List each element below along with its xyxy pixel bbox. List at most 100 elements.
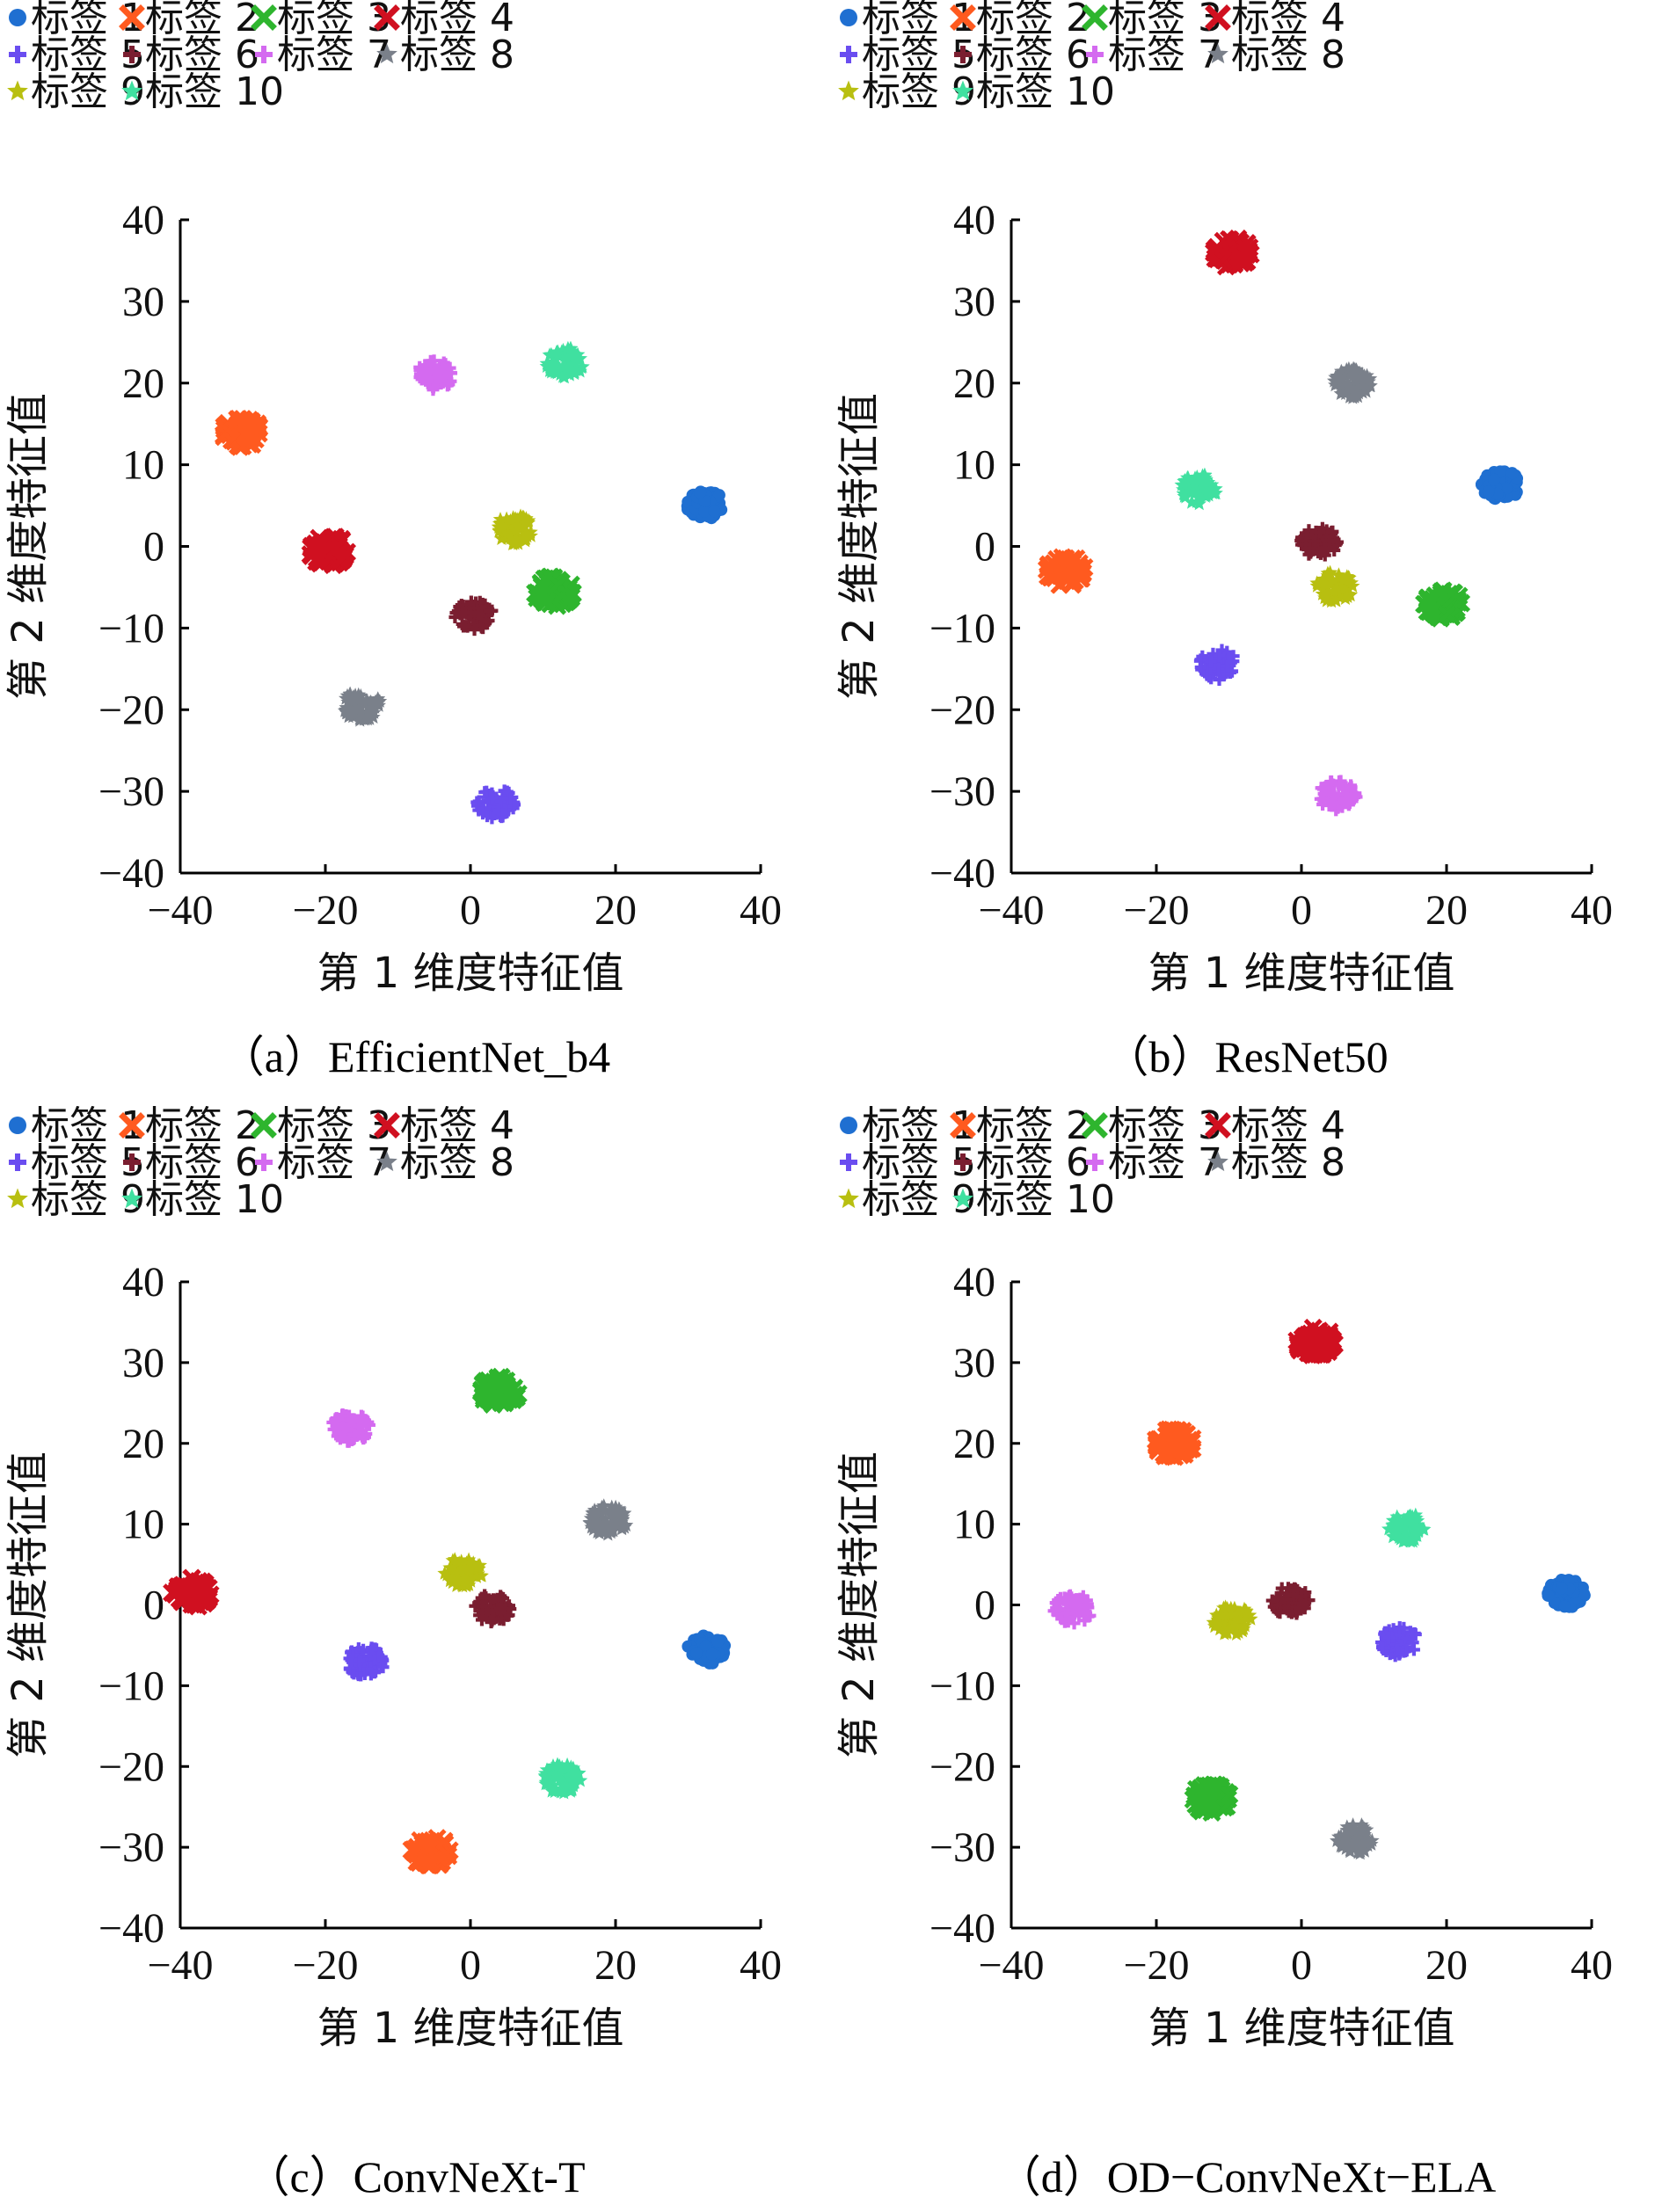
legend-item: 标签 4: [374, 0, 514, 40]
chart-caption: （c）ConvNeXt-T: [245, 2152, 586, 2201]
chart-caption: （d）OD−ConvNeXt−ELA: [996, 2152, 1497, 2201]
cluster-2: [1146, 1420, 1202, 1466]
y-tick-label: −30: [929, 1824, 995, 1871]
y-tick-label: 10: [953, 442, 995, 489]
legend: 标签 1 标签 2 标签 3 标签 4标签 5 标签 6 标签 7 标签 8标签 9 标签 1…: [7, 1106, 514, 1222]
legend-item: 标签 6: [123, 33, 259, 77]
legend-marker: [954, 46, 972, 63]
x-axis-title: 第 1 维度特征值: [317, 949, 623, 998]
cluster-4: [163, 1568, 220, 1616]
y-tick-label: −20: [98, 1743, 164, 1790]
x-tick-label: −40: [978, 887, 1044, 934]
cluster-3: [471, 1367, 528, 1414]
legend-label: 标签 6: [145, 33, 259, 77]
legend-marker: [251, 1112, 277, 1139]
y-axis-title: 第 2 维度特征值: [4, 393, 53, 700]
legend-label: 标签 8: [400, 1140, 514, 1185]
axes: 40 30 20 10 0 −10 −20 −30 −40−40 −20 0 20 40: [929, 197, 1613, 934]
y-tick-label: 20: [953, 1421, 995, 1467]
cluster-7: [1047, 1589, 1097, 1630]
legend-item: 标签 8: [1207, 33, 1345, 77]
legend: 标签 1 标签 2 标签 3 标签 4标签 5 标签 6 标签 7 标签 8标签 9 标签 1…: [7, 0, 514, 114]
y-tick-label: −10: [929, 605, 995, 651]
legend-item: 标签 3: [1082, 0, 1222, 40]
cluster-5: [470, 784, 521, 825]
x-tick-label: 40: [740, 887, 782, 934]
y-tick-label: 0: [974, 1583, 995, 1629]
cluster-9: [1206, 1599, 1258, 1641]
cluster-3: [1415, 581, 1471, 628]
legend-marker: [251, 4, 277, 31]
legend-label: 标签 8: [1231, 1140, 1345, 1185]
cluster-7: [326, 1408, 375, 1448]
legend-item: 标签 8: [376, 33, 514, 77]
legend-marker: [9, 46, 26, 63]
y-tick-label: 20: [953, 360, 995, 407]
legend-item: 标签 10: [121, 69, 284, 114]
x-axis-title: 第 1 维度特征值: [1148, 949, 1454, 998]
cluster-8: [337, 686, 388, 727]
legend-marker: [838, 80, 859, 101]
legend-marker: [952, 1188, 973, 1209]
legend-label: 标签 2: [976, 1106, 1090, 1148]
y-tick-label: −10: [929, 1663, 995, 1709]
legend-label: 标签 2: [145, 1106, 259, 1148]
legend-label: 标签 2: [145, 0, 259, 40]
legend-item: 标签 9: [7, 1177, 145, 1222]
legend-label: 标签 10: [145, 69, 284, 114]
legend-label: 标签 10: [976, 1177, 1115, 1222]
y-tick-label: −20: [929, 1743, 995, 1790]
y-tick-label: −40: [98, 1905, 164, 1952]
cluster-1: [682, 1629, 732, 1670]
legend-marker: [1205, 4, 1231, 31]
legend-item: 标签 10: [952, 1177, 1115, 1222]
legend-marker: [1082, 4, 1108, 31]
legend-marker: [950, 4, 976, 31]
cluster-10: [1174, 467, 1223, 511]
axes: 40 30 20 10 0 −10 −20 −30 −40−40 −20 0 20 40: [98, 1259, 782, 1989]
y-tick-label: 10: [953, 1502, 995, 1548]
legend-item: 标签 4: [1205, 1106, 1345, 1148]
x-tick-label: −40: [147, 1942, 213, 1989]
legend-label: 标签 3: [1108, 0, 1222, 40]
legend-item: 标签 6: [123, 1140, 259, 1185]
cluster-1: [1475, 465, 1524, 506]
x-tick-label: 40: [1571, 887, 1613, 934]
y-tick-label: 0: [974, 524, 995, 571]
y-tick-label: −40: [929, 850, 995, 897]
chart-svg-c: 标签 1 标签 2 标签 3 标签 4标签 5 标签 6 标签 7 标签 8标签 9 标签 1…: [4, 1106, 782, 2053]
chart-svg-d: 标签 1 标签 2 标签 3 标签 4标签 5 标签 6 标签 7 标签 8标签 9 标签 1…: [835, 1106, 1613, 2053]
legend-item: 标签 2: [950, 0, 1090, 40]
legend-label: 标签 7: [277, 33, 391, 77]
cluster-2: [1037, 548, 1094, 594]
x-tick-label: −20: [292, 1942, 358, 1989]
legend-item: 标签 3: [1082, 1106, 1222, 1148]
cluster-4: [1205, 229, 1260, 276]
cluster-5: [1193, 644, 1240, 687]
chart-panel-b: 标签 1 标签 2 标签 3 标签 4 标签 5 标签 6 标签 7 标签 8 标签 9 标签 1…: [831, 0, 1662, 1106]
legend-marker: [376, 43, 397, 64]
y-axis-title: 第 2 维度特征值: [835, 393, 884, 700]
cluster-5: [1375, 1621, 1422, 1663]
chart-panel-a: 标签 1 标签 2 标签 3 标签 4 标签 5 标签 6 标签 7 标签 8 标签 9 标签 1…: [0, 0, 831, 1106]
legend-label: 标签 9: [862, 1177, 976, 1222]
legend-item: 标签 4: [1205, 0, 1345, 40]
cluster-2: [402, 1829, 459, 1874]
cluster-4: [301, 528, 357, 575]
x-tick-label: 20: [594, 887, 637, 934]
legend-item: 标签 9: [7, 69, 145, 114]
legend-marker: [121, 80, 142, 101]
y-tick-label: −30: [98, 768, 164, 815]
legend-label: 标签 2: [976, 0, 1090, 40]
y-tick-label: 30: [122, 1340, 164, 1386]
legend: 标签 1 标签 2 标签 3 标签 4标签 5 标签 6 标签 7 标签 8标签 9 标签 1…: [838, 0, 1345, 114]
x-tick-label: −20: [292, 887, 358, 934]
legend-label: 标签 9: [862, 69, 976, 114]
legend-label: 标签 3: [277, 0, 391, 40]
legend-item: 标签 2: [119, 1106, 259, 1148]
legend-marker: [119, 4, 145, 31]
legend-label: 标签 4: [400, 0, 514, 40]
legend-marker: [376, 1151, 397, 1172]
legend-marker: [840, 9, 857, 26]
x-axis-title: 第 1 维度特征值: [317, 2004, 623, 2053]
